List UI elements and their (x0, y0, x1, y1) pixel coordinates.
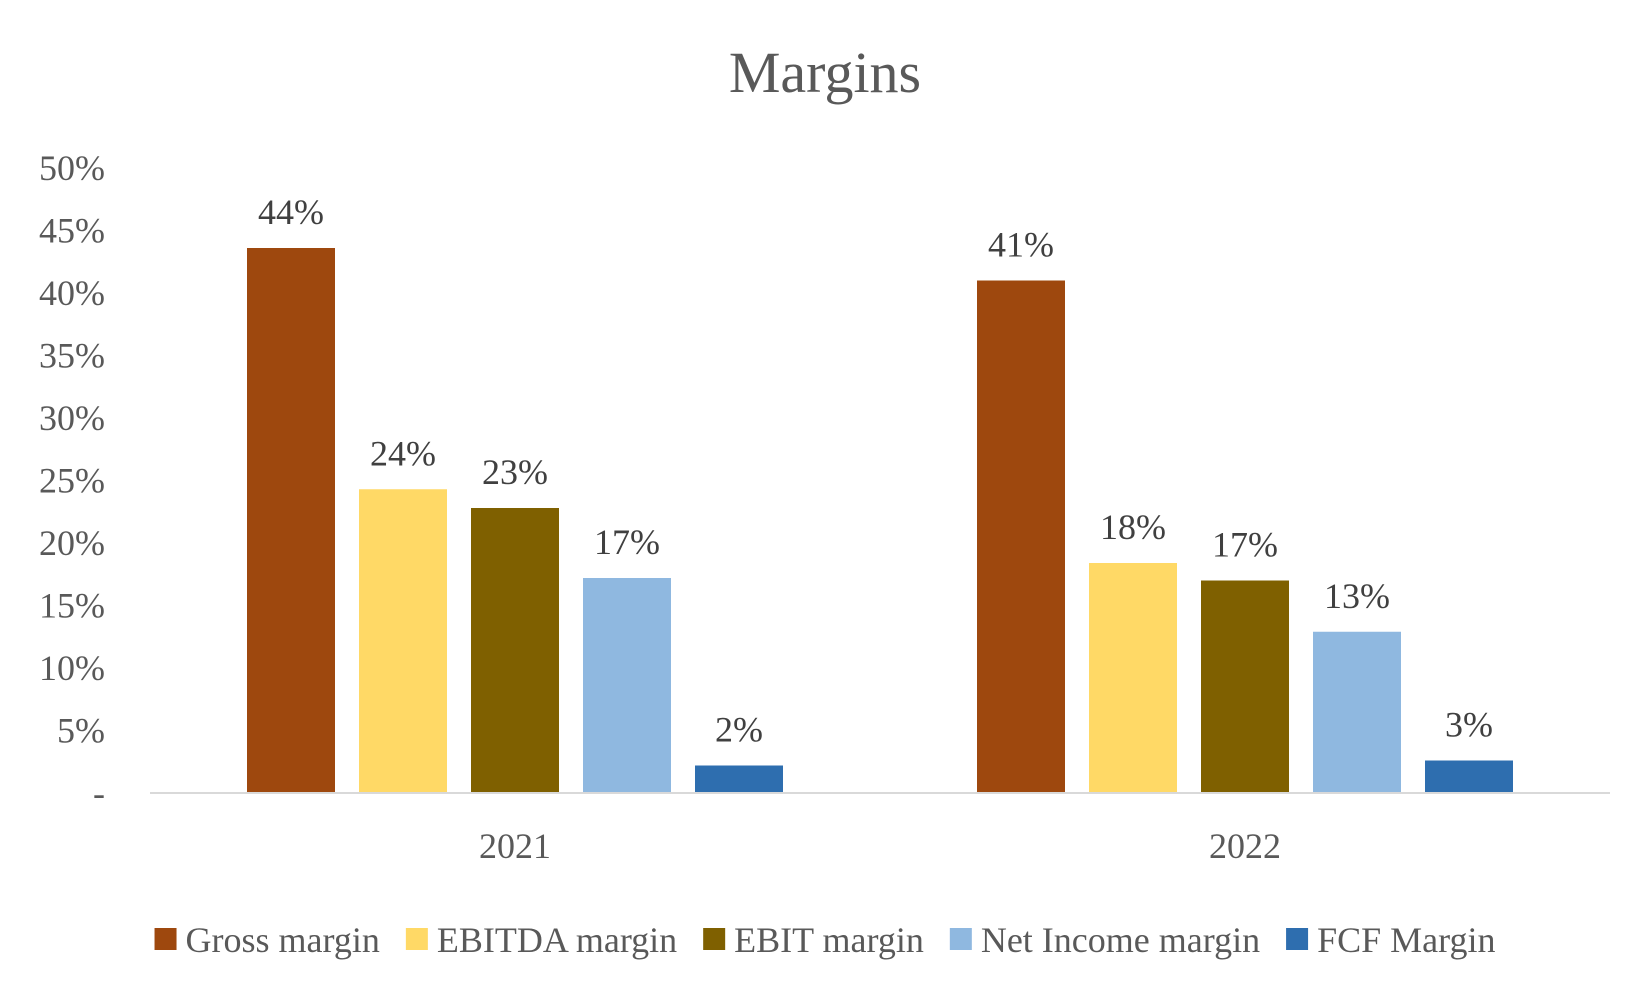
legend-label: FCF Margin (1317, 920, 1495, 960)
y-axis: - 5% 10% 15% 20% 25% 30% 35% 40% 45% 50% (39, 148, 105, 813)
y-tick-label: 10% (39, 648, 105, 688)
legend-label: Gross margin (186, 920, 380, 960)
legend-item: EBIT margin (703, 920, 924, 960)
legend-label: Net Income margin (981, 920, 1260, 960)
legend-label: EBIT margin (734, 920, 924, 960)
bar (695, 765, 783, 793)
bar (977, 280, 1065, 793)
legend-swatch (154, 928, 177, 950)
bar (1201, 580, 1289, 793)
data-label: 44% (258, 192, 324, 232)
chart-title: Margins (729, 40, 921, 105)
y-tick-label: 20% (39, 523, 105, 563)
data-label: 3% (1445, 705, 1493, 745)
legend-item: FCF Margin (1286, 920, 1495, 960)
bar (359, 489, 447, 793)
x-tick-label: 2022 (1209, 826, 1281, 866)
y-tick-label: - (93, 773, 105, 813)
legend-item: Gross margin (154, 920, 380, 960)
bar (583, 578, 671, 793)
bar (1313, 631, 1401, 793)
bar (471, 508, 559, 793)
y-tick-label: 35% (39, 336, 105, 376)
data-label: 23% (482, 452, 548, 492)
y-tick-label: 50% (39, 148, 105, 188)
legend-label: EBITDA margin (437, 920, 677, 960)
data-label: 13% (1324, 576, 1390, 616)
legend-swatch (703, 928, 726, 950)
y-tick-label: 15% (39, 586, 105, 626)
data-label: 17% (1212, 525, 1278, 565)
legend: Gross margin EBITDA margin EBIT margin Net … (154, 920, 1495, 960)
y-tick-label: 40% (39, 273, 105, 313)
legend-item: Net Income margin (949, 920, 1260, 960)
y-tick-label: 30% (39, 398, 105, 438)
data-label: 17% (594, 522, 660, 562)
y-tick-label: 25% (39, 461, 105, 501)
legend-swatch (1286, 928, 1309, 950)
legend-swatch (405, 928, 428, 950)
bar (247, 248, 335, 793)
plot-area: 44% 24% 23% 17% 2% 41% 18% 17% 13% 3% (247, 192, 1513, 793)
x-tick-label: 2021 (479, 826, 551, 866)
data-label: 18% (1100, 507, 1166, 547)
legend-swatch (949, 928, 972, 950)
bar (1089, 563, 1177, 793)
bar (1425, 760, 1513, 793)
x-axis: 2021 2022 (479, 826, 1281, 866)
data-label: 2% (715, 710, 763, 750)
data-label: 41% (988, 225, 1054, 265)
y-tick-label: 5% (57, 711, 105, 751)
legend-item: EBITDA margin (405, 920, 677, 960)
data-label: 24% (370, 433, 436, 473)
y-tick-label: 45% (39, 211, 105, 251)
